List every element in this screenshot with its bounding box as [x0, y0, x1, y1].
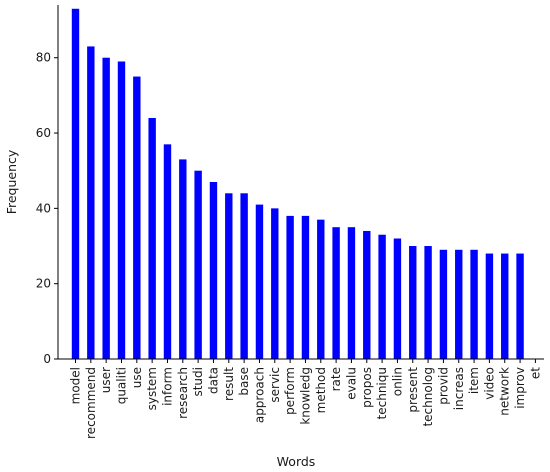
x-tick-label: increas: [452, 367, 466, 410]
x-tick-label: research: [176, 367, 190, 419]
x-axis-label: Words: [277, 454, 316, 469]
bar-network: [501, 253, 509, 359]
bar-present: [409, 246, 417, 359]
x-tick-label: propos: [360, 367, 374, 408]
x-tick-label: rate: [329, 367, 343, 391]
x-tick-label: studi: [191, 367, 205, 397]
y-tick-label: 40: [36, 201, 51, 215]
x-tick-label: base: [237, 367, 251, 396]
bar-data: [209, 182, 218, 359]
bar-research: [179, 159, 187, 359]
x-tick-label: et: [528, 367, 542, 379]
x-tick-label: technolog: [421, 367, 435, 427]
x-tick-label: onlin: [390, 367, 404, 396]
y-tick-label: 60: [36, 126, 51, 140]
x-tick-label: qualiti: [114, 367, 128, 404]
bar-video: [485, 253, 494, 359]
bar-propos: [363, 230, 371, 359]
bar-method: [317, 219, 325, 359]
x-tick-label: user: [99, 367, 113, 393]
x-tick-label: system: [145, 367, 159, 410]
bar-improv: [516, 253, 524, 359]
bar-evalu: [347, 227, 356, 359]
bar-rate: [332, 227, 340, 359]
x-ticks: model recommend user qualiti use system inform…: [69, 359, 542, 439]
bar-provid: [439, 249, 448, 359]
bar-approach: [255, 204, 264, 359]
x-tick-label: inform: [160, 367, 174, 406]
bar-base: [240, 193, 248, 359]
x-tick-label: servic: [268, 367, 282, 403]
x-tick-label: provid: [436, 367, 450, 405]
bar-system: [148, 117, 156, 359]
bar-studi: [194, 170, 202, 359]
bar-knowledg: [301, 215, 310, 359]
bar-user: [102, 57, 110, 359]
x-tick-label: item: [467, 367, 481, 394]
x-tick-label: techniqu: [375, 367, 389, 419]
x-tick-label: approach: [252, 367, 266, 423]
y-tick-label: 20: [36, 277, 51, 291]
bar-onlin: [393, 238, 402, 359]
bar-use: [133, 76, 141, 360]
bar-perform: [286, 215, 294, 359]
bar-inform: [163, 144, 172, 359]
x-tick-label: network: [498, 367, 512, 416]
x-tick-label: knowledg: [298, 367, 312, 425]
bar-increas: [455, 249, 463, 359]
x-tick-label: recommend: [84, 367, 98, 439]
bar-technolog: [424, 246, 432, 359]
x-tick-label: use: [130, 367, 144, 388]
bar-techniqu: [378, 234, 386, 359]
bar-item: [470, 249, 478, 359]
bar-result: [225, 193, 233, 359]
y-ticks: 0 20 40 60 80: [36, 51, 58, 366]
y-axis-label: Frequency: [4, 149, 19, 214]
x-tick-label: improv: [513, 367, 527, 409]
x-tick-label: perform: [283, 367, 297, 415]
bars: [71, 8, 524, 360]
x-tick-label: video: [482, 367, 496, 400]
bar-servic: [271, 208, 279, 359]
x-tick-label: result: [222, 367, 236, 401]
bar-qualiti: [117, 61, 126, 360]
x-tick-label: method: [314, 367, 328, 413]
axes: [57, 5, 544, 360]
y-tick-label: 0: [43, 352, 51, 366]
bar-model: [71, 8, 80, 360]
x-tick-label: present: [406, 367, 420, 413]
x-tick-label: evalu: [344, 367, 358, 400]
x-tick-label: model: [69, 367, 83, 404]
bar-recommend: [87, 46, 95, 360]
y-tick-label: 80: [36, 51, 51, 65]
x-tick-label: data: [206, 367, 220, 394]
